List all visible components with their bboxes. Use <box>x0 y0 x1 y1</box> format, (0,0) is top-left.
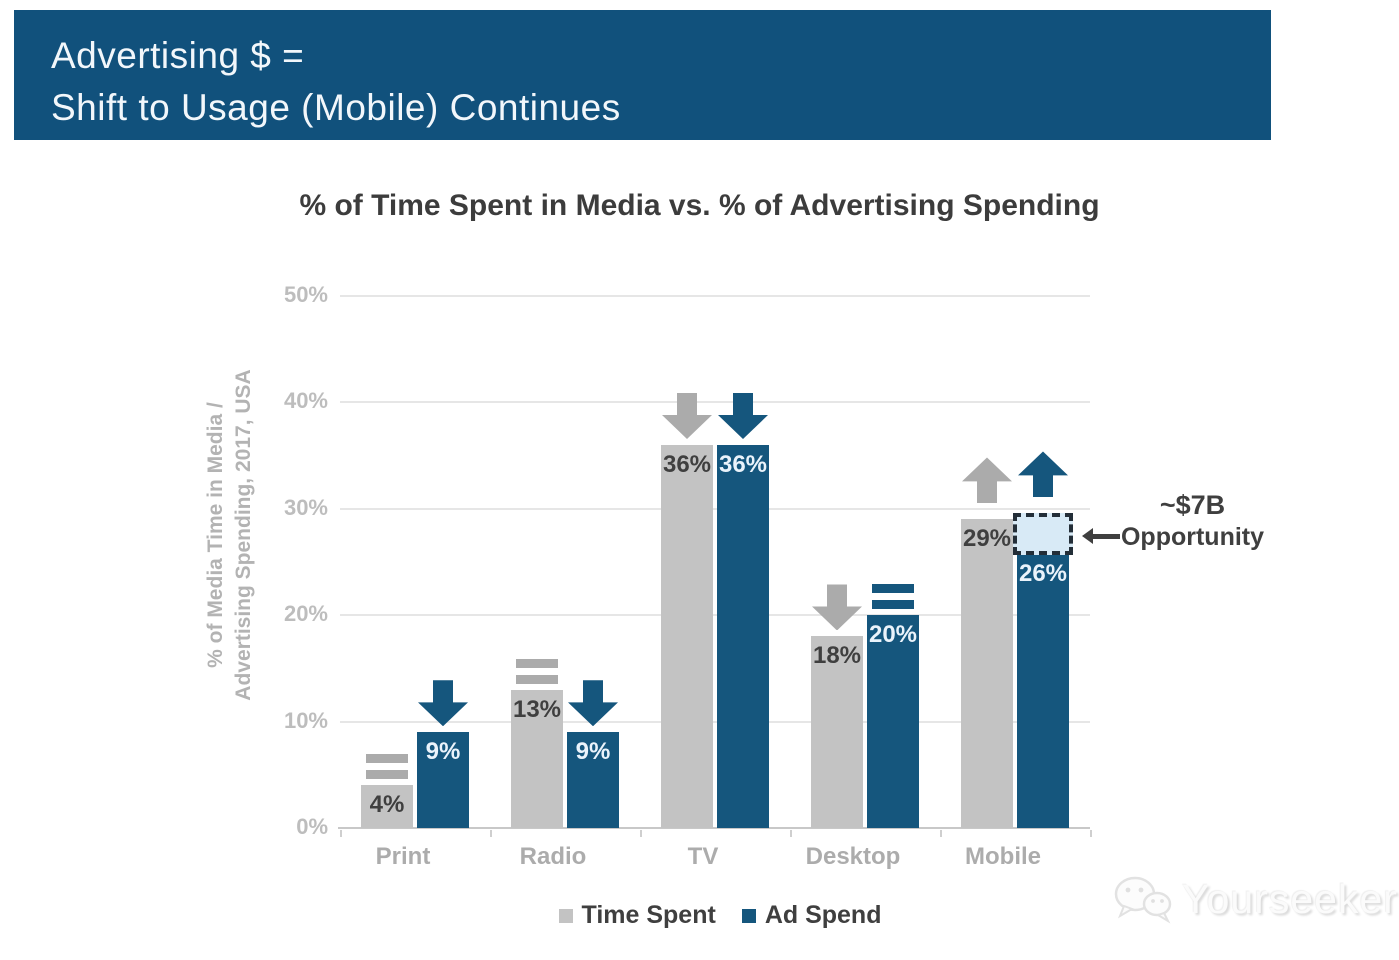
bar-value-label: 29% <box>962 525 1012 553</box>
x-category-label: Print <box>375 843 431 870</box>
y-tick-label: 0% <box>296 814 328 839</box>
trend-up-arrow-icon <box>1018 451 1068 498</box>
y-tick-label: 10% <box>283 707 328 733</box>
trend-flat-icon <box>872 584 914 610</box>
banner-line1: Advertising $ = <box>51 35 305 76</box>
x-tick-mark <box>490 830 492 837</box>
x-category-label: TV <box>687 843 719 870</box>
annotation-left-arrow-icon <box>1082 528 1120 544</box>
trend-flat-icon <box>516 658 558 684</box>
x-tick-mark <box>790 830 792 837</box>
x-tick-mark <box>340 830 342 837</box>
y-axis-label-line1: % of Media Time in Media / <box>204 402 227 668</box>
bar-desktop-time-spent <box>811 636 863 828</box>
trend-down-arrow-icon <box>418 680 468 727</box>
axis-baseline <box>338 827 1090 829</box>
legend-item-ad-spend: Ad Spend <box>741 901 882 930</box>
opportunity-amount: ~$7B <box>1159 490 1226 520</box>
bar-desktop-ad-spend <box>867 615 919 828</box>
trend-down-arrow-icon <box>812 584 862 631</box>
x-category-label: Radio <box>519 843 587 870</box>
y-tick-label: 30% <box>283 494 328 520</box>
bar-value-label: 26% <box>1018 560 1068 588</box>
trend-up-arrow-icon <box>962 457 1012 504</box>
gridline <box>340 507 1090 510</box>
chart-title: % of Time Spent in Media vs. % of Advert… <box>299 189 1100 222</box>
legend-swatch-time-spent-icon <box>558 908 573 923</box>
bar-value-label: 36% <box>718 450 768 478</box>
bar-tv-time-spent <box>661 444 713 828</box>
bar-radio-ad-spend <box>567 732 619 828</box>
watermark-text: Yourseeker <box>1182 875 1398 922</box>
bar-value-label: 20% <box>868 621 918 649</box>
trend-down-arrow-icon <box>718 392 768 439</box>
bar-print-ad-spend <box>417 732 469 828</box>
gridline <box>340 614 1090 617</box>
bar-radio-time-spent <box>511 689 563 828</box>
x-tick-mark <box>940 830 942 837</box>
x-category-label: Desktop <box>805 843 901 870</box>
y-tick-label: 40% <box>283 388 328 414</box>
y-tick-label: 50% <box>283 282 328 307</box>
trend-down-arrow-icon <box>568 680 618 727</box>
opportunity-annotation: ~$7B Opportunity <box>1110 490 1275 552</box>
slide-title-banner: Advertising $ = Shift to Usage (Mobile) … <box>14 10 1271 140</box>
trend-down-arrow-icon <box>662 392 712 439</box>
watermark: Yourseeker <box>1112 872 1398 926</box>
bar-value-label: 9% <box>575 738 611 766</box>
chat-bubbles-logo-icon <box>1114 876 1172 924</box>
banner-line2: Shift to Usage (Mobile) Continues <box>51 87 621 128</box>
bar-mobile-ad-spend <box>1017 551 1069 828</box>
bar-value-label: 4% <box>369 791 405 819</box>
opportunity-dashed-box <box>1013 513 1073 556</box>
bar-mobile-time-spent <box>961 519 1013 828</box>
x-tick-mark <box>640 830 642 837</box>
x-category-label: Mobile <box>965 843 1041 870</box>
opportunity-label: Opportunity <box>1120 523 1265 551</box>
x-tick-mark <box>1090 830 1092 837</box>
y-tick-label: 20% <box>283 601 328 627</box>
legend-label-time-spent: Time Spent <box>581 901 716 929</box>
bar-value-label: 9% <box>425 738 461 766</box>
legend-swatch-ad-spend-icon <box>741 908 756 923</box>
gridline <box>340 401 1090 404</box>
bar-value-label: 36% <box>662 450 712 478</box>
gridline <box>340 720 1090 723</box>
bar-tv-ad-spend <box>717 444 769 828</box>
bar-print-time-spent <box>361 785 413 828</box>
bar-value-label: 13% <box>512 695 562 723</box>
legend: Time Spent Ad Spend <box>340 901 1100 930</box>
gridline <box>340 295 1090 297</box>
legend-item-time-spent: Time Spent <box>558 901 716 930</box>
legend-label-ad-spend: Ad Spend <box>764 901 882 929</box>
y-axis-label-line2: Advertising Spending, 2017, USA <box>232 369 255 701</box>
trend-flat-icon <box>366 754 408 780</box>
bar-value-label: 18% <box>812 642 862 670</box>
